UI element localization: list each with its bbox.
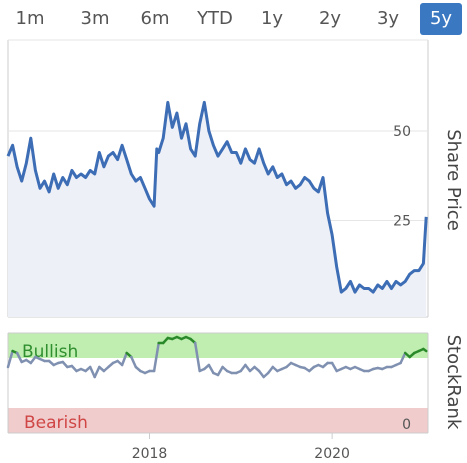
- stockrank-segment: [244, 363, 252, 373]
- stockrank-segment: [29, 355, 37, 365]
- x-tick-label: 2020: [314, 446, 350, 462]
- bearish-label: Bearish: [24, 413, 88, 433]
- stockrank-segment: [130, 355, 138, 369]
- timeframe-tabs: 1m 3m 6m YTD 1y 2y 3y 5y: [0, 0, 467, 40]
- stockrank-segment: [216, 365, 224, 377]
- x-tick-label: 2018: [132, 446, 168, 462]
- stockrank-segment: [6, 349, 14, 369]
- bullish-band: [8, 333, 428, 358]
- stockrank-segment: [15, 351, 23, 364]
- price-axis-title: Share Price: [443, 129, 464, 231]
- price-tick-label: 25: [393, 214, 411, 230]
- stockrank-segment: [93, 365, 101, 379]
- stockrank-segment: [193, 341, 201, 373]
- stockrank-segment: [266, 365, 275, 375]
- tab-3y[interactable]: 3y: [376, 8, 400, 29]
- tab-5y[interactable]: 5y: [420, 3, 462, 35]
- rank-axis-title: StockRank: [443, 335, 464, 430]
- stockrank-segment: [399, 351, 407, 365]
- stockrank-segment: [330, 361, 338, 373]
- price-tick-label: 50: [393, 124, 411, 140]
- tab-ytd[interactable]: YTD: [197, 8, 233, 29]
- stockrank-segment: [422, 347, 428, 353]
- bullish-label: Bullish: [22, 342, 78, 362]
- tab-1y[interactable]: 1y: [260, 8, 284, 29]
- stockrank-segment: [152, 341, 160, 373]
- stockrank-segment: [207, 363, 215, 375]
- stockrank-segment: [120, 351, 128, 367]
- stockrank-segment: [257, 369, 265, 379]
- price-area: [8, 102, 427, 318]
- tab-3m[interactable]: 3m: [80, 8, 110, 29]
- price-line: [6, 100, 428, 294]
- tab-2y[interactable]: 2y: [318, 8, 342, 29]
- rank-tick-label: 0: [402, 417, 411, 433]
- bearish-band: [8, 408, 428, 433]
- tab-1m[interactable]: 1m: [15, 8, 45, 29]
- stockrank-segment: [88, 365, 96, 379]
- tab-6m[interactable]: 6m: [140, 8, 170, 29]
